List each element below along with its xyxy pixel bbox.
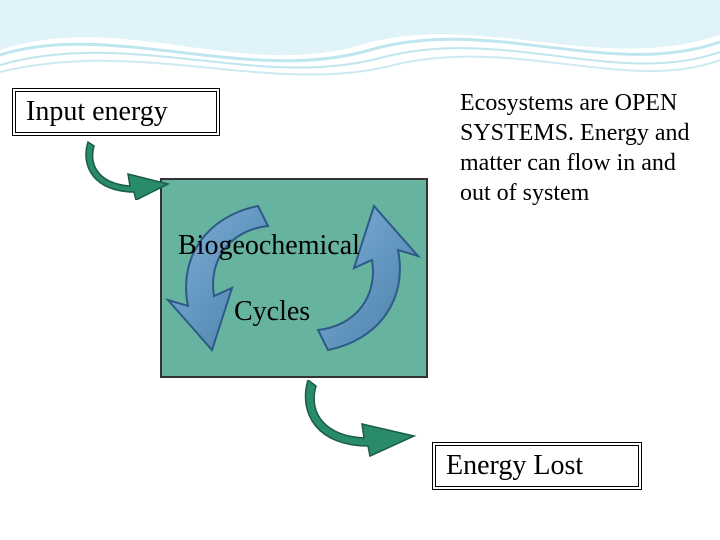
arrow-cycle-to-lost-icon (302, 380, 432, 458)
explanation-content: Ecosystems are OPEN SYSTEMS. Energy and … (460, 90, 690, 206)
cycle-arrows-icon (160, 178, 428, 378)
cycle-label-top: Biogeochemical (178, 230, 360, 262)
energy-lost-label: Energy Lost (446, 450, 583, 481)
wave-background (0, 0, 720, 90)
cycle-bottom-text: Cycles (234, 296, 310, 327)
cycle-label-bottom: Cycles (234, 296, 310, 328)
input-energy-label: Input energy (26, 96, 168, 127)
energy-lost-box: Energy Lost (432, 442, 642, 490)
arrow-input-to-cycle-icon (82, 140, 182, 200)
explanation-text: Ecosystems are OPEN SYSTEMS. Energy and … (460, 88, 710, 208)
input-energy-box: Input energy (12, 88, 220, 136)
cycle-top-text: Biogeochemical (178, 230, 360, 261)
